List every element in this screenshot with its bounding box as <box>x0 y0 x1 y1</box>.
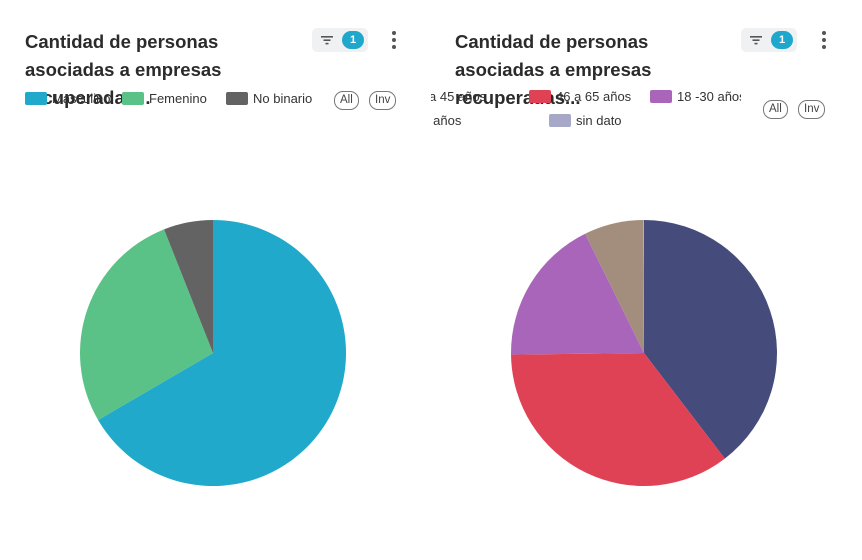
chart-legend: a 45 años 46 a 65 años 18 -30 años is de 65… <box>431 88 741 132</box>
pie-slice[interactable] <box>585 220 644 353</box>
pie-slice[interactable] <box>644 220 777 459</box>
pie-slice[interactable] <box>511 233 644 355</box>
legend-label: sin dato <box>576 113 622 128</box>
legend-item[interactable]: Masculino <box>25 90 111 108</box>
filter-icon <box>321 36 333 45</box>
chart-title: Cantidad de personas asociadas a empresa… <box>455 31 652 108</box>
legend-label: 46 a 65 años <box>556 89 632 104</box>
chart-legend: Masculino Femenino No binario <box>25 90 335 110</box>
legend-swatch <box>529 90 551 103</box>
legend-swatch <box>226 92 248 105</box>
legend-label: 18 -30 años <box>677 89 741 104</box>
pie-slice[interactable] <box>511 353 725 487</box>
filter-count-badge: 1 <box>342 31 364 49</box>
filter-button[interactable]: 1 <box>312 28 368 52</box>
pie-chart <box>79 220 347 486</box>
legend-invert-toggle[interactable]: Inv <box>798 100 826 119</box>
filter-icon <box>750 36 762 45</box>
more-vertical-icon[interactable] <box>820 28 828 50</box>
legend-item[interactable]: a 45 años <box>431 88 486 106</box>
legend-label: Masculino <box>52 91 111 106</box>
legend-item[interactable]: 46 a 65 años <box>529 88 631 106</box>
legend-item[interactable]: No binario <box>226 90 312 108</box>
legend-label: a 45 años <box>431 89 487 104</box>
pie-chart <box>511 220 777 487</box>
pie-slice[interactable] <box>164 220 213 353</box>
legend-invert-toggle[interactable]: Inv <box>369 91 397 110</box>
chart-panel-age: Cantidad de personas asociadas a empresa… <box>431 0 862 560</box>
legend-swatch <box>25 92 47 105</box>
legend-swatch <box>549 114 571 127</box>
chart-title: Cantidad de personas asociadas a empresa… <box>25 31 222 108</box>
legend-item[interactable]: sin dato <box>549 112 622 130</box>
legend-label: is de 65 años <box>431 113 462 128</box>
filter-count-badge: 1 <box>771 31 793 49</box>
legend-label: Femenino <box>149 91 207 106</box>
legend-all-toggle[interactable]: All <box>334 91 359 110</box>
pie-slice[interactable] <box>79 229 213 420</box>
legend-swatch <box>122 92 144 105</box>
legend-item[interactable]: Femenino <box>122 90 207 108</box>
legend-item[interactable]: 18 -30 años <box>650 88 741 106</box>
legend-label: No binario <box>253 91 313 106</box>
more-vertical-icon[interactable] <box>390 28 398 50</box>
pie-slice[interactable] <box>643 220 644 353</box>
legend-all-toggle[interactable]: All <box>763 100 788 119</box>
filter-button[interactable]: 1 <box>741 28 797 52</box>
legend-item[interactable]: is de 65 años <box>431 112 461 130</box>
chart-panel-gender: Cantidad de personas asociadas a empresa… <box>25 28 398 486</box>
legend-swatch <box>650 90 672 103</box>
pie-slice[interactable] <box>98 220 347 486</box>
